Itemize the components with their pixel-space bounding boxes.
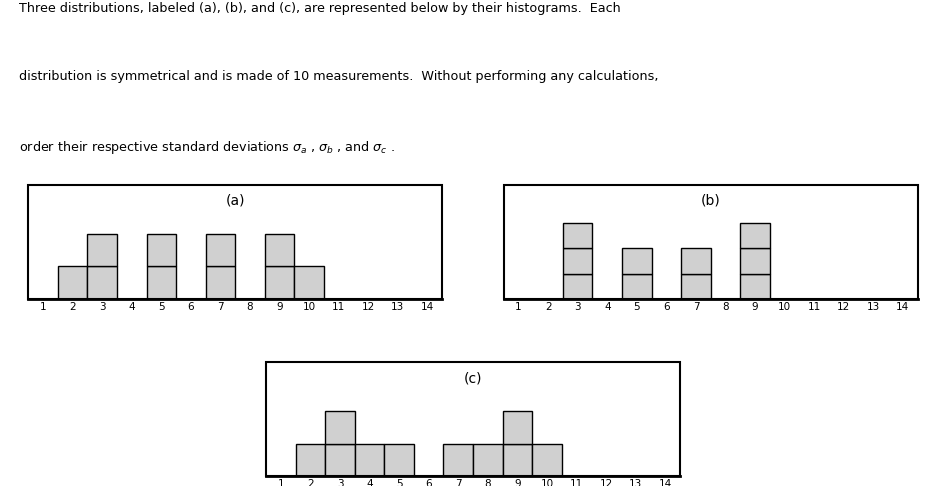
FancyBboxPatch shape xyxy=(444,444,473,476)
FancyBboxPatch shape xyxy=(265,266,294,299)
FancyBboxPatch shape xyxy=(563,274,592,299)
FancyBboxPatch shape xyxy=(563,223,592,248)
Text: (b): (b) xyxy=(701,194,721,208)
FancyBboxPatch shape xyxy=(681,274,710,299)
FancyBboxPatch shape xyxy=(205,266,236,299)
FancyBboxPatch shape xyxy=(296,444,325,476)
Text: distribution is symmetrical and is made of 10 measurements.  Without performing : distribution is symmetrical and is made … xyxy=(19,70,658,84)
FancyBboxPatch shape xyxy=(622,274,652,299)
FancyBboxPatch shape xyxy=(622,248,652,274)
FancyBboxPatch shape xyxy=(294,266,324,299)
FancyBboxPatch shape xyxy=(205,234,236,266)
Text: (a): (a) xyxy=(225,194,245,208)
FancyBboxPatch shape xyxy=(532,444,562,476)
FancyBboxPatch shape xyxy=(87,234,117,266)
FancyBboxPatch shape xyxy=(325,444,355,476)
FancyBboxPatch shape xyxy=(355,444,384,476)
Text: Three distributions, labeled (a), (b), and (c), are represented below by their h: Three distributions, labeled (a), (b), a… xyxy=(19,2,621,16)
FancyBboxPatch shape xyxy=(741,223,770,248)
Text: order their respective standard deviations $\sigma_a$ , $\sigma_b$ , and $\sigma: order their respective standard deviatio… xyxy=(19,139,394,156)
FancyBboxPatch shape xyxy=(741,248,770,274)
FancyBboxPatch shape xyxy=(563,248,592,274)
FancyBboxPatch shape xyxy=(265,234,294,266)
Text: (c): (c) xyxy=(464,371,482,385)
FancyBboxPatch shape xyxy=(147,266,176,299)
FancyBboxPatch shape xyxy=(502,444,532,476)
FancyBboxPatch shape xyxy=(384,444,414,476)
FancyBboxPatch shape xyxy=(325,411,355,444)
FancyBboxPatch shape xyxy=(473,444,502,476)
FancyBboxPatch shape xyxy=(741,274,770,299)
FancyBboxPatch shape xyxy=(58,266,87,299)
FancyBboxPatch shape xyxy=(502,411,532,444)
FancyBboxPatch shape xyxy=(87,266,117,299)
FancyBboxPatch shape xyxy=(147,234,176,266)
FancyBboxPatch shape xyxy=(681,248,710,274)
